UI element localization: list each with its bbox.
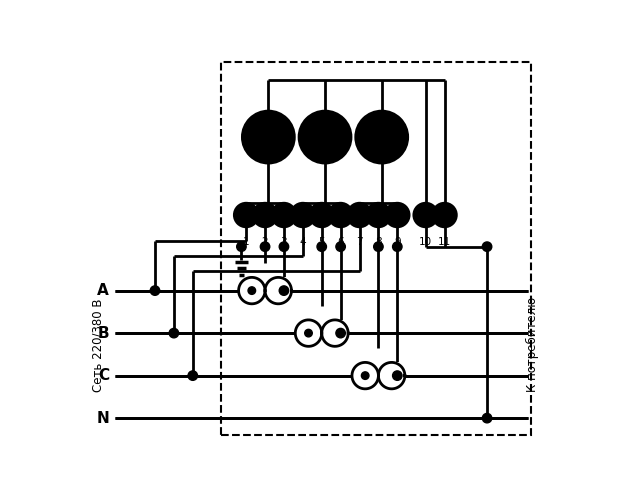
Text: 5: 5 <box>318 237 325 247</box>
Circle shape <box>392 242 402 252</box>
Text: B: B <box>97 326 109 341</box>
Circle shape <box>188 371 197 380</box>
Circle shape <box>237 242 246 252</box>
Text: C: C <box>98 368 109 383</box>
Circle shape <box>299 111 351 163</box>
Circle shape <box>169 328 178 338</box>
Circle shape <box>366 203 390 227</box>
Text: 7: 7 <box>356 237 363 247</box>
Text: 4: 4 <box>299 237 306 247</box>
Circle shape <box>253 203 277 227</box>
Text: 8: 8 <box>375 237 382 247</box>
Circle shape <box>280 242 289 252</box>
Circle shape <box>291 203 315 227</box>
Bar <box>221 62 531 435</box>
Text: 6: 6 <box>337 237 344 247</box>
Text: 1: 1 <box>243 237 249 247</box>
Circle shape <box>482 242 492 252</box>
Text: 3: 3 <box>281 237 288 247</box>
Bar <box>296 320 348 347</box>
Circle shape <box>305 329 312 337</box>
Text: 10: 10 <box>419 237 432 247</box>
Circle shape <box>329 203 352 227</box>
Circle shape <box>356 111 408 163</box>
Circle shape <box>336 242 346 252</box>
Circle shape <box>362 372 369 379</box>
Circle shape <box>482 414 492 423</box>
Bar <box>352 362 405 389</box>
Circle shape <box>242 111 294 163</box>
Circle shape <box>234 203 258 227</box>
Circle shape <box>348 203 371 227</box>
Text: К потребителю: К потребителю <box>526 297 539 392</box>
Text: 11: 11 <box>438 237 451 247</box>
Circle shape <box>433 203 457 227</box>
Circle shape <box>310 203 334 227</box>
Bar <box>239 277 291 304</box>
Circle shape <box>260 242 270 252</box>
Text: A: A <box>97 283 109 298</box>
Circle shape <box>374 242 383 252</box>
Text: Сеть 220/380 В: Сеть 220/380 В <box>92 298 105 392</box>
Text: 9: 9 <box>394 237 400 247</box>
Circle shape <box>272 203 296 227</box>
Circle shape <box>414 203 437 227</box>
Circle shape <box>317 242 326 252</box>
Circle shape <box>386 203 409 227</box>
Circle shape <box>248 287 255 295</box>
Text: 2: 2 <box>262 237 268 247</box>
Circle shape <box>392 371 402 380</box>
Circle shape <box>151 286 160 295</box>
Text: N: N <box>96 411 109 426</box>
Circle shape <box>280 286 289 295</box>
Circle shape <box>336 328 346 338</box>
